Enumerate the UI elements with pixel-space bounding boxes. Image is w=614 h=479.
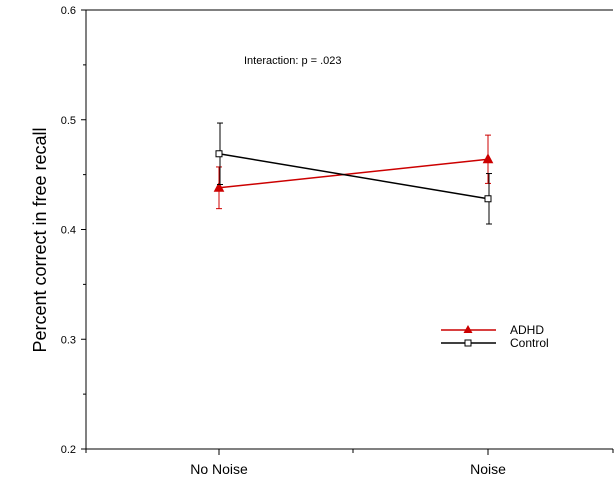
series-layer: [213, 122, 494, 225]
data-point: [484, 195, 492, 203]
y-tick-label: 0.4: [61, 225, 76, 237]
legend-label: ADHD: [510, 323, 544, 337]
series-control: [215, 122, 492, 225]
x-tick-label: No Noise: [190, 461, 248, 477]
y-axis-ticks: 0.2 0.3 0.4 0.5 0.6: [61, 5, 86, 456]
annotation: Interaction: p = .023: [244, 55, 342, 67]
y-tick-label: 0.3: [61, 334, 76, 346]
y-tick-label: 0.5: [61, 115, 76, 127]
data-point: [482, 153, 494, 164]
series-adhd: [213, 134, 494, 210]
x-axis-ticks: No Noise Noise: [85, 449, 614, 477]
legend-marker: [463, 325, 473, 333]
x-tick-label: Noise: [470, 461, 506, 477]
series-line: [218, 158, 489, 189]
y-tick-label: 0.6: [61, 5, 76, 17]
data-point: [215, 150, 223, 158]
series-line: [218, 153, 489, 200]
legend-label: Control: [510, 336, 549, 350]
y-tick-label: 0.2: [61, 444, 76, 456]
legend-marker: [464, 339, 472, 347]
y-axis-label: Percent correct in free recall: [30, 127, 50, 352]
axes: [85, 9, 613, 450]
data-point: [213, 181, 225, 192]
legend-item-adhd: ADHD: [441, 323, 544, 337]
legend-item-control: Control: [441, 336, 549, 350]
